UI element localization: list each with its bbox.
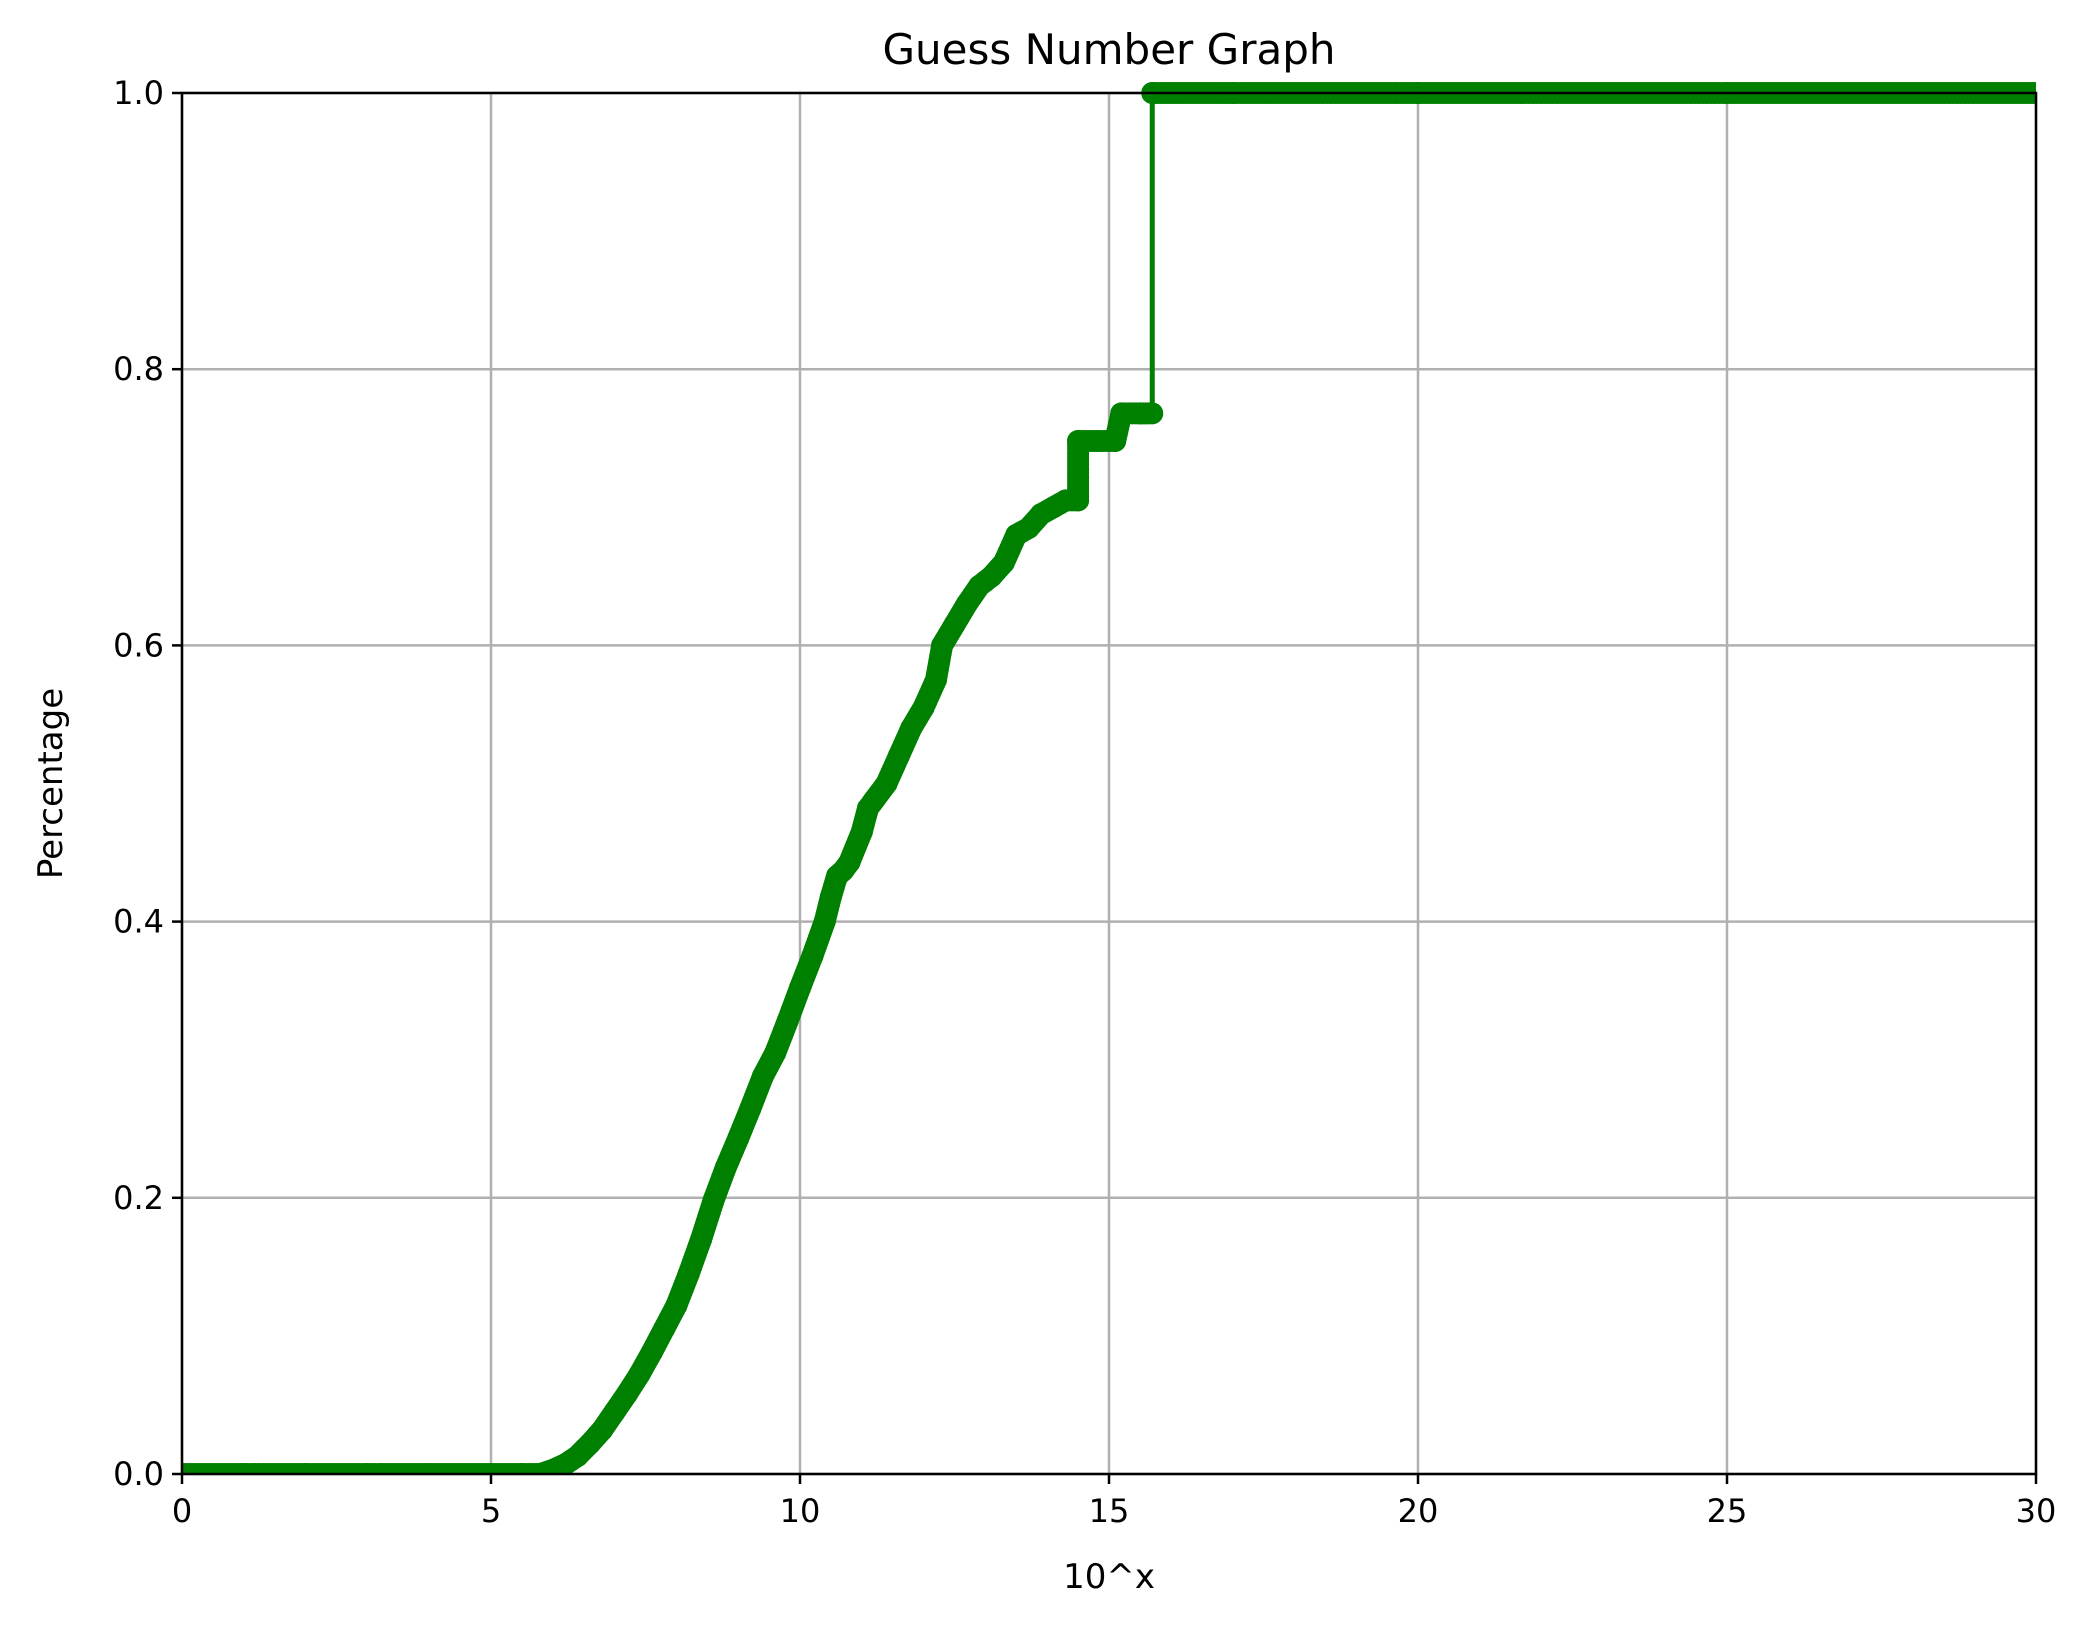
data-point-marker: [1067, 430, 1090, 453]
data-point-marker: [789, 976, 811, 999]
y-tick-label: 0.0: [113, 1455, 164, 1493]
chart-title: Guess Number Graph: [882, 25, 1335, 74]
data-point-marker: [992, 551, 1015, 574]
data-point-marker: [924, 668, 947, 691]
data-point-marker: [1141, 402, 1164, 425]
grid-layer: [180, 91, 2038, 1476]
y-tick-label: 0.8: [113, 350, 164, 388]
data-point-marker: [356, 1463, 379, 1474]
x-tick-label: 10: [780, 1492, 821, 1530]
data-point-marker: [764, 1041, 787, 1064]
data-point-marker: [480, 1463, 502, 1474]
data-point-marker: [640, 1341, 663, 1364]
x-tick-label: 20: [1398, 1492, 1439, 1530]
data-point-marker: [628, 1363, 651, 1386]
data-point-marker: [801, 945, 824, 968]
x-tick-label: 0: [172, 1492, 192, 1530]
x-axis-label: 10^x: [1063, 1557, 1155, 1597]
data-point-marker: [943, 613, 966, 636]
data-point-marker: [677, 1262, 700, 1285]
y-tick-label: 0.4: [113, 903, 164, 941]
data-point-marker: [850, 820, 873, 843]
data-point-marker: [1085, 430, 1108, 453]
data-point-marker: [739, 1097, 762, 1120]
y-tick-label: 1.0: [113, 74, 164, 112]
data-point-marker: [182, 1463, 193, 1474]
y-tick-label: 0.2: [113, 1179, 164, 1217]
y-tick-label: 0.6: [113, 626, 164, 664]
y-axis-ticks: 0.0 0.2 0.4 0.6 0.8 1.0: [113, 74, 182, 1493]
data-point-marker: [813, 910, 836, 933]
data-point-marker: [838, 851, 861, 874]
data-point-marker: [751, 1065, 774, 1088]
data-point-marker: [776, 1010, 799, 1033]
data-point-marker: [510, 1463, 533, 1474]
data-point-marker: [1110, 402, 1133, 425]
data-point-marker: [418, 1463, 441, 1474]
data-point-marker: [819, 885, 842, 908]
data-point-marker: [665, 1294, 688, 1317]
x-tick-label: 5: [481, 1492, 501, 1530]
x-axis-ticks: 0 5 10 15 20 25 30: [172, 1474, 2057, 1530]
data-point-marker: [591, 1418, 614, 1441]
data-point-marker: [714, 1156, 737, 1179]
data-point-marker: [955, 592, 978, 615]
data-point-marker: [900, 717, 923, 740]
x-tick-label: 15: [1089, 1492, 1130, 1530]
x-tick-label: 30: [2016, 1492, 2057, 1530]
data-point-marker: [653, 1317, 676, 1340]
y-axis-label: Percentage: [31, 688, 71, 879]
data-point-marker: [863, 789, 886, 812]
data-point-marker: [603, 1400, 626, 1423]
data-point-marker: [1104, 430, 1127, 453]
series-layer: [182, 82, 2036, 1474]
data-point-marker: [887, 744, 910, 767]
data-point-marker: [690, 1228, 713, 1251]
data-point-marker: [232, 1463, 255, 1474]
data-point-marker: [615, 1382, 638, 1405]
data-point-marker: [875, 772, 898, 795]
data-point-marker: [727, 1127, 750, 1150]
data-point-marker: [702, 1189, 725, 1212]
x-tick-label: 25: [1707, 1492, 1748, 1530]
data-point-marker: [1067, 489, 1090, 512]
data-point-marker: [931, 634, 954, 657]
data-point-marker: [294, 1463, 317, 1474]
data-point-marker: [912, 696, 935, 719]
